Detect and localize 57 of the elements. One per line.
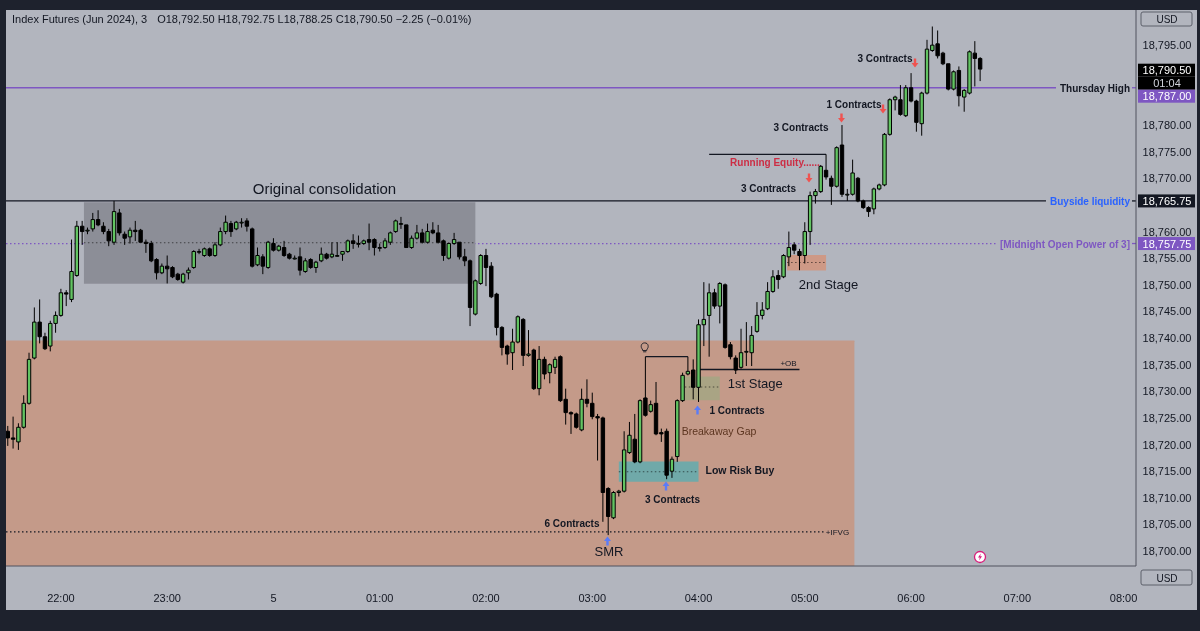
annotation: 1 Contracts (709, 404, 765, 416)
candlestick (186, 267, 191, 280)
text: 18,790.50 (1142, 64, 1192, 77)
annotation: 6 Contracts (544, 517, 600, 529)
annotation: SMR (594, 543, 624, 559)
text: 18,757.75 (1142, 237, 1192, 250)
y-tick-label: 18,715.00 (1142, 465, 1192, 478)
annotation: Low Risk Buy (705, 464, 775, 477)
y-tick-label: 18,740.00 (1142, 332, 1192, 345)
annotation: 2nd Stage (798, 276, 859, 292)
y-tick-label: 18,775.00 (1142, 145, 1192, 158)
y-tick-label: 18,705.00 (1142, 518, 1192, 531)
y-tick-label: 18,710.00 (1142, 491, 1192, 504)
x-tick-label: 22:00 (47, 592, 75, 604)
x-tick-label: 06:00 (897, 592, 925, 604)
text: USD (1156, 572, 1178, 583)
y-tick-label: 18,725.00 (1142, 411, 1192, 424)
x-tick-label: 08:00 (1109, 592, 1138, 604)
annotation: +OB (780, 358, 797, 368)
y-tick-label: 18,770.00 (1142, 172, 1192, 185)
ref-line-label: Buyside liquidity (1049, 195, 1131, 207)
x-tick-label: 02:00 (472, 592, 500, 604)
ref-line-label: [Midnight Open Power of 3] (1000, 238, 1131, 250)
y-tick-label: 18,730.00 (1142, 385, 1192, 398)
annotation: 1 Contracts (826, 98, 882, 110)
ref-line-label: Thursday High (1060, 82, 1131, 94)
y-tick-label: 18,795.00 (1142, 39, 1192, 52)
chart-title: Index Futures (Jun 2024), 3 (12, 13, 148, 25)
x-tick-label: 05:00 (791, 592, 819, 604)
x-tick-label: 01:00 (365, 592, 394, 604)
y-tick-label: 18,745.00 (1142, 305, 1192, 318)
annotation: Original consolidation (252, 179, 397, 197)
annotation: +IFVG (825, 527, 850, 537)
y-tick-label: 18,700.00 (1142, 545, 1192, 558)
x-tick-label: 5 (270, 592, 277, 604)
y-tick-label: 18,755.00 (1142, 252, 1192, 265)
chart-subtitle: O18,792.50 H18,792.75 L18,788.25 C18,790.50 −2.25 (−0.01%) (157, 13, 472, 25)
y-tick-label: 18,760.00 (1142, 225, 1192, 238)
annotation: 3 Contracts (773, 121, 829, 133)
y-tick-label: 18,720.00 (1142, 438, 1192, 451)
annotation: 3 Contracts (740, 182, 797, 194)
y-tick-label: 18,750.00 (1142, 278, 1192, 291)
text: 01:04 (1153, 77, 1181, 90)
x-tick-label: 04:00 (684, 592, 713, 604)
text: 18,765.75 (1142, 194, 1192, 207)
x-tick-label: 03:00 (578, 592, 607, 604)
annotation: 1st Stage (727, 375, 783, 391)
y-axis-title: USD (1156, 13, 1178, 25)
y-tick-label: 18,735.00 (1142, 358, 1192, 371)
annotation: 3 Contracts (644, 493, 701, 505)
annotation: Breakaway Gap (681, 425, 757, 437)
y-tick-label: 18,780.00 (1142, 119, 1192, 132)
x-tick-label: 07:00 (1003, 592, 1032, 604)
annotation: Running Equity...... (730, 156, 821, 168)
annotation: 3 Contracts (857, 52, 913, 64)
x-tick-label: 23:00 (153, 592, 181, 604)
text: 18,787.00 (1142, 90, 1192, 103)
